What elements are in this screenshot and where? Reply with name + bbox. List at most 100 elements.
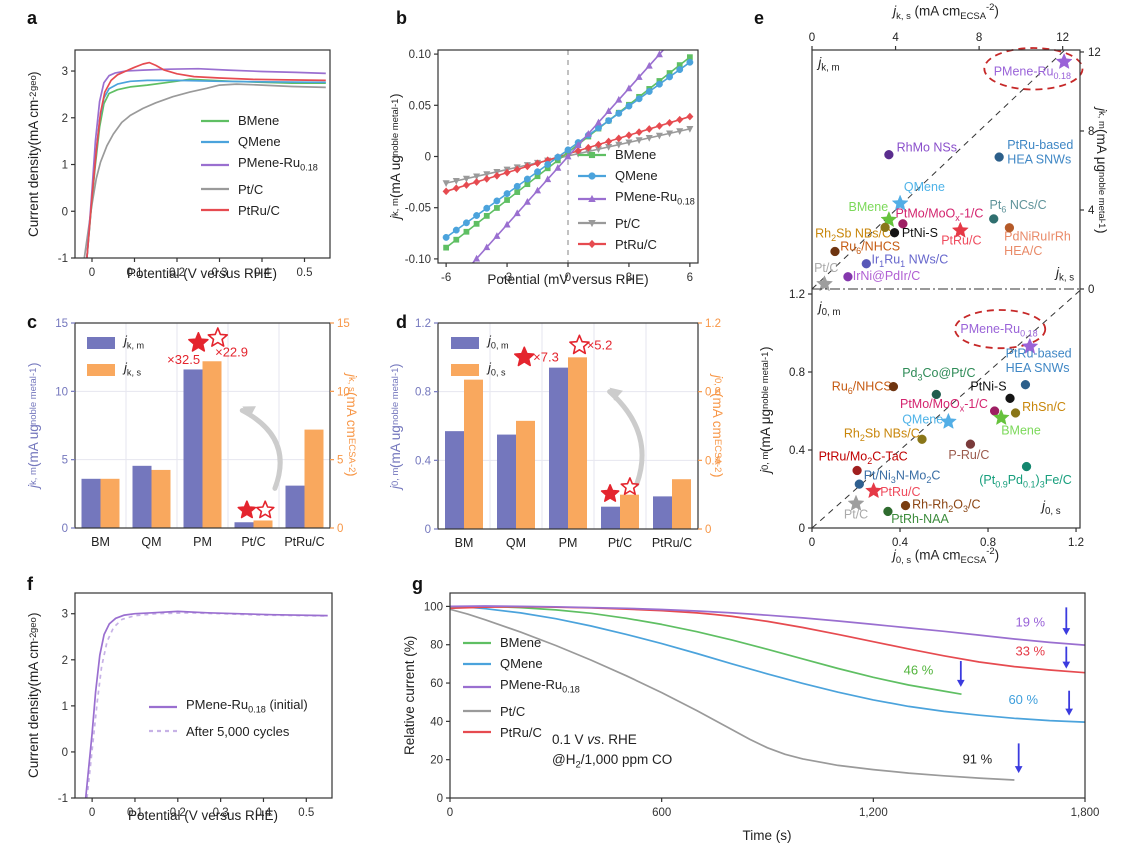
series-group <box>83 61 326 258</box>
point-circle <box>880 222 890 233</box>
point-square <box>473 220 480 227</box>
scatter-label: Rh-Rh2O3/C <box>912 498 980 515</box>
y-tick-label: 0.4 <box>415 455 432 467</box>
point-diamond <box>503 168 511 177</box>
point-triangle-up <box>588 195 596 203</box>
category-label: PtRu/C <box>284 535 324 549</box>
scatter-label: (Pt0.9Pd0.1)3Fe/C <box>979 473 1072 490</box>
x-tick-label: 6 <box>687 272 693 284</box>
top-x-axis-label: jk, s (mA cmECSA-2) <box>893 2 999 23</box>
y-tick-label: 3 <box>62 66 68 78</box>
point-triangle-down <box>483 171 491 178</box>
point-triangle-up <box>513 209 521 217</box>
point-star <box>892 194 909 211</box>
point-circle <box>534 168 541 176</box>
series-Pt/C <box>83 83 326 258</box>
panel-d-plot: BM QM PM Pt/C PtRu/C ×7.3 ×5.2 0 0.4 0.8 1.2 0 0.4 0.… <box>415 318 722 550</box>
scatter-label: Pd3Co@Pt/C <box>902 366 975 383</box>
left-y-tick-label: 1.2 <box>789 289 805 301</box>
x-axis-label: Time (s) <box>742 828 792 843</box>
point-circle <box>554 153 562 161</box>
point-triangle-up <box>534 186 542 194</box>
highlight-star-filled <box>237 500 257 519</box>
point-diamond <box>686 112 694 121</box>
point-diamond <box>483 175 491 183</box>
point-circle <box>1005 393 1015 403</box>
legend-label: After 5,000 cycles <box>186 723 290 739</box>
scatter-label: Pt6 NCs/C <box>990 198 1047 215</box>
plot-frame <box>449 592 1086 799</box>
point-circle <box>1020 380 1031 390</box>
panel-f-plot: 0 0.1 0.2 0.3 0.4 0.5 -1 0 1 2 3 <box>58 592 333 819</box>
scatter-label: PtRu-based HEA SNWs <box>1006 346 1072 375</box>
drop-percentage: 33 % <box>1015 643 1045 658</box>
panel-a-plot: 0 0.1 0.2 0.3 0.4 0.5 -1 0 1 2 3 <box>58 49 331 279</box>
legend-label: Pt/C <box>615 215 641 231</box>
y-tick-label: 5 <box>337 455 343 467</box>
point-circle <box>588 171 596 180</box>
point-square <box>534 173 541 180</box>
legend-label: QMene <box>615 168 658 183</box>
legend: PMene-Ru0.18 (initial) After 5,000 cycles <box>148 696 308 740</box>
highlight-ellipse <box>983 47 1084 91</box>
series-After 5,000 cycles <box>86 611 328 798</box>
panel-c-plot: BM QM PM Pt/C PtRu/C ×32.5 ×22.9 0 5 10 15 0 5 10 15 <box>55 318 350 549</box>
y-tick-label: 2 <box>62 113 68 125</box>
y-tick-label: 1 <box>62 701 68 713</box>
point-square <box>463 228 470 235</box>
point-diamond <box>584 143 592 152</box>
multiplier-label: ×22.9 <box>215 344 248 359</box>
point-triangle-down <box>473 173 481 181</box>
series-Pt/C <box>450 608 1015 781</box>
point-triangle-down <box>645 135 653 142</box>
x-tick-label: 0 <box>89 807 95 819</box>
scatter-label: PtRu-based HEA SNWs <box>1007 138 1073 167</box>
point-triangle-up <box>625 84 633 92</box>
bottom-scatter-group <box>812 290 1080 528</box>
point-circle <box>843 272 853 282</box>
point-triangle-up <box>655 50 663 58</box>
point-triangle-down <box>584 148 592 156</box>
scatter-label: Rh2Sb NBs/C <box>815 227 891 244</box>
scatter-label: Ru6/NHCS <box>832 380 892 397</box>
point-triangle-up <box>615 95 623 103</box>
point-triangle-up <box>503 220 511 228</box>
legend-swatch <box>463 686 491 689</box>
legend: BMene QMene PMene-Ru0.18 Pt/C PtRu/C <box>577 146 695 253</box>
legend-swatch <box>463 709 491 713</box>
bottom-x-tick-label: 0.4 <box>892 537 909 549</box>
point-star <box>816 275 833 292</box>
x-tick-label: 0.2 <box>170 807 186 819</box>
point-circle <box>635 95 643 103</box>
point-circle <box>884 150 894 160</box>
point-diamond <box>594 140 602 149</box>
x-tick-label: 0.4 <box>255 807 272 819</box>
drop-percentage: 46 % <box>904 662 934 677</box>
series-BMene <box>450 605 962 696</box>
point-diamond <box>473 178 481 186</box>
legend-item: PMene-Ru0.18 (initial) <box>148 696 308 719</box>
point-diamond <box>625 131 633 140</box>
category-label: PM <box>559 536 578 550</box>
category-label: Pt/C <box>608 536 632 550</box>
x-tick-label: 0.5 <box>297 267 313 279</box>
point-circle <box>854 479 864 489</box>
y-axis-label: Current density(mA cm -2 geo) <box>26 612 41 779</box>
point-square <box>686 54 693 61</box>
point-circle <box>830 246 840 257</box>
scatter-label: BMene <box>849 200 889 214</box>
scatter-label: RhSn/C <box>1022 400 1066 414</box>
point-triangle-up <box>574 141 582 149</box>
legend: jk, m jk, s <box>86 332 144 381</box>
panel-e-letter: e <box>754 8 765 28</box>
point-star <box>940 413 957 429</box>
point-square <box>588 151 596 158</box>
drop-percentage: 60 % <box>1008 692 1038 707</box>
panel-a: a 0 0.1 0.2 0.3 0.4 0.5 -1 0 1 2 3 Potential (V ve… <box>0 0 372 296</box>
point-triangle-down <box>666 130 674 138</box>
legend-item: Pt/C <box>577 215 695 232</box>
series-QMene <box>450 605 1085 723</box>
scatter-label: PtRh-NAA <box>891 512 949 526</box>
legend-item: QMene <box>200 133 318 150</box>
point-diamond <box>655 122 663 130</box>
